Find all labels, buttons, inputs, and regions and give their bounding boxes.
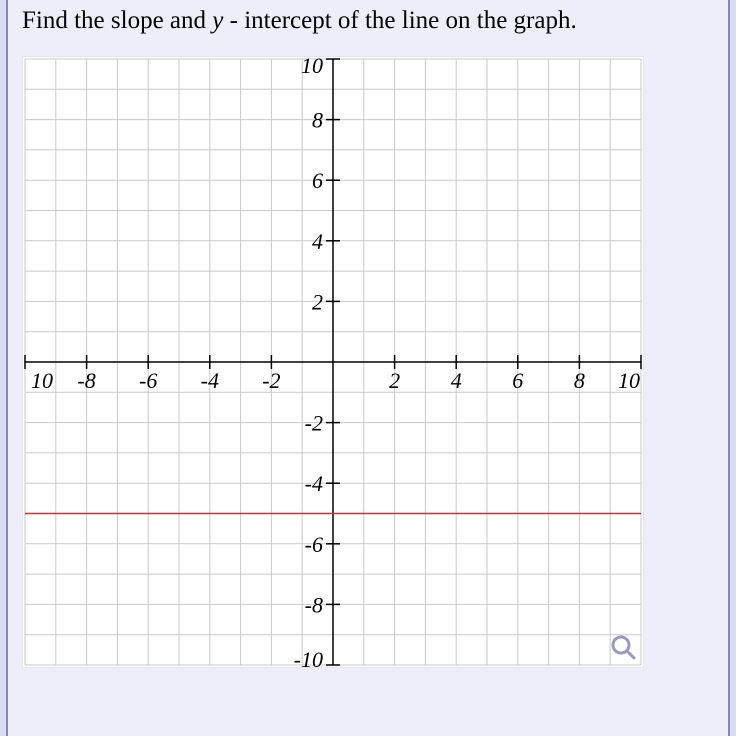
problem-panel: Find the slope and y - intercept of the … <box>6 0 730 736</box>
svg-text:2: 2 <box>312 289 323 314</box>
svg-text:-2: -2 <box>262 368 280 393</box>
svg-text:-6: -6 <box>139 368 157 393</box>
svg-text:-4: -4 <box>305 471 323 496</box>
svg-text:-2: -2 <box>305 410 323 435</box>
question-text: Find the slope and y - intercept of the … <box>22 4 714 38</box>
svg-text:-8: -8 <box>305 592 323 617</box>
svg-text:-8: -8 <box>77 368 95 393</box>
svg-text:4: 4 <box>451 368 462 393</box>
svg-text:6: 6 <box>312 168 323 193</box>
svg-text:8: 8 <box>574 368 585 393</box>
coordinate-graph: 10 -8 -6 -4 -2 2 4 6 8 10 10 8 6 4 2 -2 -4 -6 -8 -10 <box>22 56 644 668</box>
question-prefix: Find the slope and <box>22 7 212 34</box>
svg-text:10: 10 <box>31 368 53 393</box>
svg-text:4: 4 <box>312 229 323 254</box>
graph-svg: 10 -8 -6 -4 -2 2 4 6 8 10 10 8 6 4 2 -2 -4 -6 -8 -10 <box>23 57 643 667</box>
svg-text:8: 8 <box>312 107 323 132</box>
question-suffix: - intercept of the line on the graph. <box>223 7 576 34</box>
svg-text:-10: -10 <box>294 647 323 667</box>
svg-text:10: 10 <box>301 57 323 78</box>
svg-text:-4: -4 <box>201 368 219 393</box>
svg-text:-6: -6 <box>305 532 323 557</box>
svg-text:6: 6 <box>512 368 523 393</box>
question-var: y <box>212 7 223 34</box>
zoom-icon[interactable] <box>609 633 637 661</box>
svg-text:10: 10 <box>618 368 640 393</box>
svg-text:2: 2 <box>389 368 400 393</box>
